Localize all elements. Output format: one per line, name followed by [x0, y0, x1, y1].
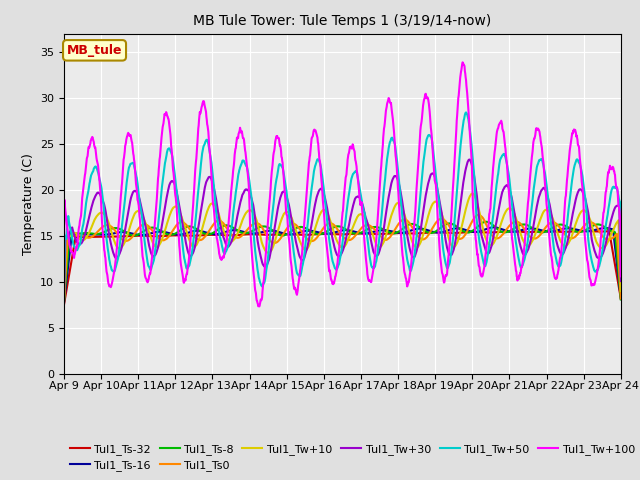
- Legend: Tul1_Ts-32, Tul1_Ts-16, Tul1_Ts-8, Tul1_Ts0, Tul1_Tw+10, Tul1_Tw+30, Tul1_Tw+50,: Tul1_Ts-32, Tul1_Ts-16, Tul1_Ts-8, Tul1_…: [70, 444, 635, 471]
- Text: MB_tule: MB_tule: [67, 44, 122, 57]
- Y-axis label: Temperature (C): Temperature (C): [22, 153, 35, 255]
- Title: MB Tule Tower: Tule Temps 1 (3/19/14-now): MB Tule Tower: Tule Temps 1 (3/19/14-now…: [193, 14, 492, 28]
